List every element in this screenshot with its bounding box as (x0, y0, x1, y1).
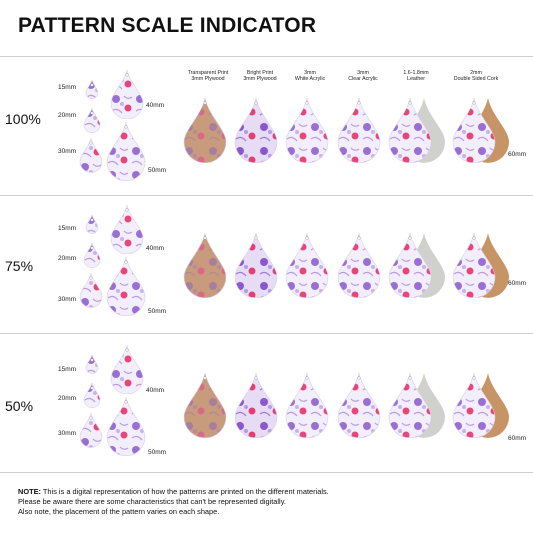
teardrop-clear-acrylic (337, 97, 381, 163)
size-label: 30mm (58, 296, 77, 303)
teardrop-leather (388, 97, 445, 163)
note-label: NOTE: (18, 487, 41, 496)
teardrop-15mm (85, 214, 99, 234)
size-label: 20mm (58, 395, 77, 402)
size-label: 50mm (148, 167, 167, 174)
size-label: 20mm (58, 112, 77, 119)
teardrop-cork (452, 232, 509, 298)
size-label: 30mm (58, 148, 77, 155)
scale-label: 50% (5, 398, 34, 414)
teardrop-clear-acrylic (337, 232, 381, 298)
teardrop-50mm (106, 121, 146, 181)
teardrop-30mm (79, 272, 103, 308)
page-title: PATTERN SCALE INDICATOR (18, 14, 317, 37)
teardrop-30mm (79, 412, 103, 448)
size-label: 50mm (148, 308, 167, 315)
teardrop-40mm (110, 344, 144, 394)
teardrop-50mm (106, 256, 146, 316)
size-label: 20mm (58, 255, 77, 262)
size-label: 15mm (58, 84, 77, 91)
scale-label: 75% (5, 258, 34, 274)
teardrop-30mm (79, 137, 103, 173)
divider (0, 195, 533, 196)
teardrop-plywood-bright (234, 97, 278, 163)
teardrop-plywood-bright (234, 372, 278, 438)
teardrop-50mm (106, 396, 146, 456)
teardrop-20mm (83, 107, 101, 133)
teardrop-white-acrylic (285, 372, 329, 438)
size-label: 60mm (508, 435, 527, 442)
teardrop-cork (452, 97, 509, 163)
teardrop-40mm (110, 69, 144, 119)
teardrop-plywood-transparent (183, 232, 227, 298)
material-label: 1.6-1.8mm Leather (403, 70, 429, 83)
teardrop-cork (452, 372, 509, 438)
size-label: 15mm (58, 366, 77, 373)
note-line: Please be aware there are some character… (18, 497, 286, 506)
material-label: Bright Print 3mm Plywood (243, 70, 277, 83)
material-label: 2mm Double Sided Cork (453, 70, 499, 83)
material-label: 3mm Clear Acrylic (348, 70, 378, 83)
size-label: 50mm (148, 449, 167, 456)
size-label: 40mm (146, 102, 165, 109)
teardrop-15mm (85, 354, 99, 374)
divider (0, 333, 533, 334)
teardrop-leather (388, 372, 445, 438)
teardrop-plywood-bright (234, 232, 278, 298)
material-label: Transparent Print 3mm Plywood (187, 70, 229, 83)
size-label: 60mm (508, 280, 527, 287)
teardrop-clear-acrylic (337, 372, 381, 438)
teardrop-40mm (110, 204, 144, 254)
note-line: Also note, the placement of the pattern … (18, 507, 220, 516)
size-label: 40mm (146, 245, 165, 252)
size-label: 30mm (58, 430, 77, 437)
teardrop-leather (388, 232, 445, 298)
note-line: This is a digital representation of how … (42, 487, 329, 496)
divider (0, 472, 533, 473)
size-label: 60mm (508, 151, 527, 158)
teardrop-plywood-transparent (183, 97, 227, 163)
teardrop-20mm (83, 242, 101, 268)
scale-label: 100% (5, 111, 41, 127)
size-label: 40mm (146, 387, 165, 394)
teardrop-white-acrylic (285, 97, 329, 163)
size-label: 15mm (58, 225, 77, 232)
divider (0, 56, 533, 57)
teardrop-20mm (83, 382, 101, 408)
teardrop-plywood-transparent (183, 372, 227, 438)
note-block: NOTE: This is a digital representation o… (18, 487, 329, 517)
teardrop-white-acrylic (285, 232, 329, 298)
material-label: 3mm White Acrylic (294, 70, 326, 83)
teardrop-15mm (85, 79, 99, 99)
